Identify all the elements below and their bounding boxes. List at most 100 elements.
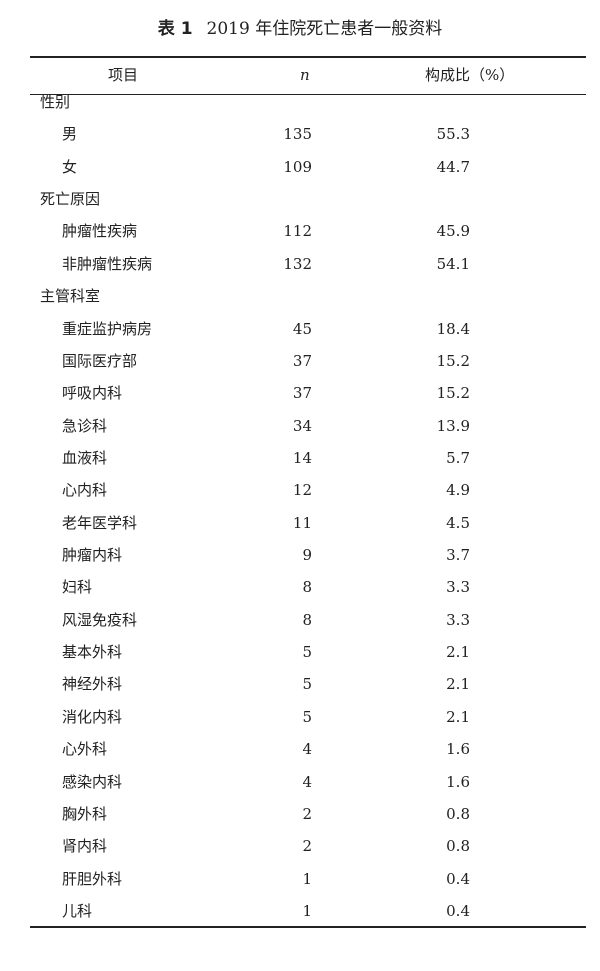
row-pct: 4.5 [446,513,470,532]
row-pct: 0.8 [446,837,470,856]
row-pct: 1.6 [446,740,470,759]
row-label: 肝胆外科 [62,869,123,888]
row-n: 132 [283,254,312,273]
row-label: 妇科 [62,578,93,597]
table-row: 神经外科 5 2.1 [0,668,600,700]
row-label: 心外科 [62,740,108,759]
table-row: 女 109 44.7 [0,151,600,183]
row-pct: 2.1 [446,707,470,726]
row-pct: 1.6 [446,772,470,791]
row-label: 非肿瘤性疾病 [62,254,153,273]
table-row: 风湿免疫科 8 3.3 [0,604,600,636]
table-row: 胸外科 2 0.8 [0,798,600,830]
table-row: 儿科 1 0.4 [0,895,600,927]
row-pct: 15.2 [436,384,470,403]
row-pct: 0.8 [446,804,470,823]
row-n: 11 [292,513,312,532]
table-row: 血液科 14 5.7 [0,442,600,474]
row-n: 5 [302,707,312,726]
table-row: 消化内科 5 2.1 [0,701,600,733]
row-label: 性别 [40,93,71,111]
table-row: 非肿瘤性疾病 132 54.1 [0,248,600,280]
top-rule [30,56,586,58]
table-row: 肝胆外科 1 0.4 [0,863,600,895]
row-n: 109 [283,157,312,176]
row-label: 老年医学科 [62,513,138,532]
row-n: 4 [302,740,312,759]
row-label: 重症监护病房 [62,319,153,338]
row-label: 神经外科 [62,675,123,694]
header-n: n [300,66,310,84]
row-pct: 2.1 [446,675,470,694]
header-pct: 构成比（%） [425,66,515,84]
row-n: 12 [292,481,312,500]
row-pct: 3.3 [446,578,470,597]
row-pct: 18.4 [436,319,470,338]
row-n: 45 [292,319,312,338]
table-number: 表 1 [157,19,193,39]
row-pct: 45.9 [436,222,470,241]
row-n: 112 [283,222,312,241]
bottom-rule [30,926,586,928]
table-row: 肿瘤内科 9 3.7 [0,539,600,571]
row-n: 8 [302,578,312,597]
row-pct: 44.7 [436,157,470,176]
table-row: 肿瘤性疾病 112 45.9 [0,215,600,247]
row-n: 8 [302,610,312,629]
row-n: 34 [292,416,312,435]
row-pct: 3.3 [446,610,470,629]
table-row: 心外科 4 1.6 [0,733,600,765]
table-row: 心内科 12 4.9 [0,474,600,506]
table-row: 基本外科 5 2.1 [0,636,600,668]
table-title: 表 1 2019 年住院死亡患者一般资料 [0,14,600,39]
row-label: 胸外科 [62,804,108,823]
table-row: 重症监护病房 45 18.4 [0,313,600,345]
row-n: 1 [302,902,312,920]
row-label: 血液科 [62,448,108,467]
row-label: 女 [62,157,78,176]
row-pct: 2.1 [446,643,470,662]
row-n: 37 [292,351,312,370]
row-label: 主管科室 [40,287,101,306]
row-n: 5 [302,675,312,694]
row-label: 心内科 [62,481,108,500]
row-label: 肿瘤内科 [62,546,123,565]
row-label: 肾内科 [62,837,108,856]
row-pct: 15.2 [436,351,470,370]
group-row: 主管科室 [0,280,600,312]
row-pct: 13.9 [436,416,470,435]
table-row: 肾内科 2 0.8 [0,830,600,862]
row-label: 儿科 [62,902,93,920]
row-pct: 54.1 [436,254,470,273]
row-label: 基本外科 [62,643,123,662]
row-pct: 55.3 [436,125,470,144]
row-n: 37 [292,384,312,403]
table-row: 感染内科 4 1.6 [0,766,600,798]
row-pct: 3.7 [446,546,470,565]
table-row: 国际医疗部 37 15.2 [0,345,600,377]
row-n: 4 [302,772,312,791]
row-n: 1 [302,869,312,888]
row-label: 死亡原因 [40,190,101,209]
row-label: 呼吸内科 [62,384,123,403]
header-rule [30,94,586,95]
row-pct: 0.4 [446,902,470,920]
group-row: 性别 [0,86,600,118]
row-label: 急诊科 [62,416,108,435]
table-row: 急诊科 34 13.9 [0,410,600,442]
row-n: 5 [302,643,312,662]
row-label: 消化内科 [62,707,123,726]
table-caption: 2019 年住院死亡患者一般资料 [206,19,443,39]
row-n: 135 [283,125,312,144]
row-n: 2 [302,837,312,856]
row-n: 14 [292,448,312,467]
header-item: 项目 [108,66,139,84]
row-n: 2 [302,804,312,823]
group-row: 死亡原因 [0,183,600,215]
row-pct: 5.7 [446,448,470,467]
row-label: 国际医疗部 [62,351,138,370]
row-pct: 0.4 [446,869,470,888]
table-row: 老年医学科 11 4.5 [0,507,600,539]
row-label: 感染内科 [62,772,123,791]
table-row: 男 135 55.3 [0,118,600,150]
